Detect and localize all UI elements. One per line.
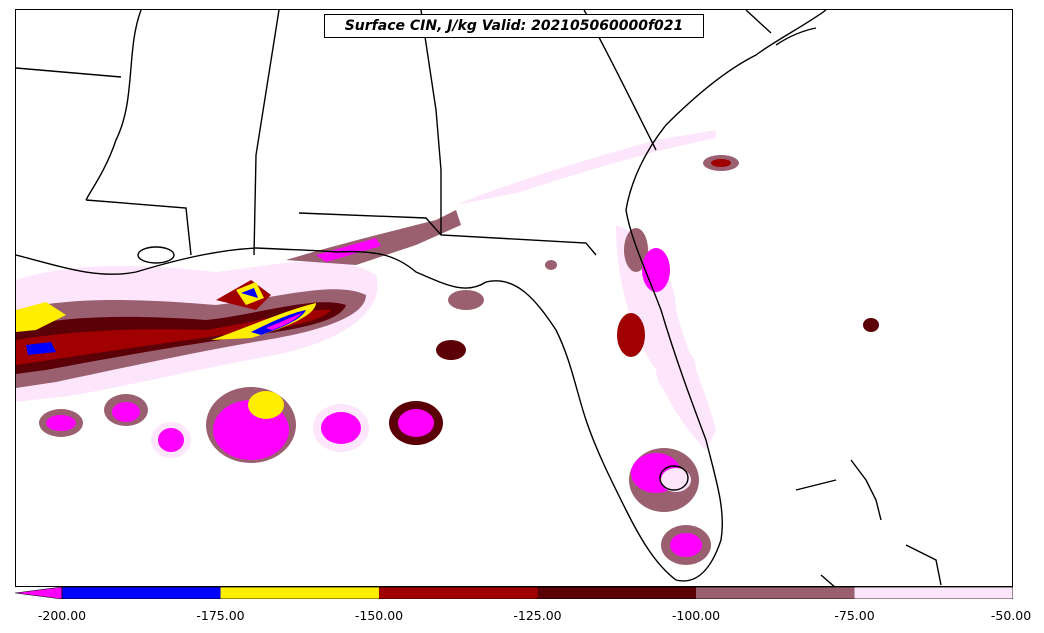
map-frame: [15, 9, 1013, 587]
boundary-ar-la: [16, 67, 122, 78]
cin-cell: [112, 402, 140, 422]
colorbar-segment: [537, 587, 696, 599]
colorbar-segment: [696, 587, 855, 599]
colorbar-tick-label: -175.00: [196, 608, 245, 623]
colorbar-extend-arrow: [15, 587, 63, 599]
colorbar-tick-label: -125.00: [513, 608, 562, 623]
cin-cell: [670, 533, 702, 557]
cin-region-blue: [251, 310, 306, 335]
cin-cell: [46, 415, 76, 431]
cin-cell: [711, 159, 731, 167]
colorbar-segment: [220, 587, 379, 599]
cin-region-coast-magenta: [316, 238, 381, 262]
coastline-atlantic: [775, 27, 817, 46]
cin-region-blue-west2: [241, 288, 258, 298]
colorbar-segment: [379, 587, 538, 599]
boundary-west: [85, 10, 142, 201]
boundary-al-ga: [420, 10, 442, 235]
cin-region-magenta: [266, 313, 302, 330]
map-canvas: [16, 10, 942, 586]
boundary-ms-al: [253, 10, 280, 256]
cin-cell: [642, 248, 670, 292]
cin-cell: [863, 318, 879, 332]
cin-cell: [656, 346, 696, 394]
colorbar-tick-label: -50.00: [990, 608, 1032, 623]
cin-region-coast: [286, 210, 461, 265]
cin-cell: [248, 391, 284, 419]
island-grand-bahama: [795, 479, 837, 491]
cin-cell: [398, 409, 434, 437]
cin-region-yellow-west: [16, 302, 66, 332]
lake-okeechobee: [659, 465, 689, 491]
colorbar-tick-label: -200.00: [37, 608, 87, 623]
cin-cell: [448, 290, 484, 310]
cin-cell: [436, 340, 466, 360]
cin-streak: [456, 130, 716, 205]
colorbar-tick-label: -75.00: [834, 608, 875, 623]
cin-region-florida: [616, 225, 716, 450]
cin-region-blue-west: [26, 342, 56, 355]
colorbar-tick-label: -100.00: [671, 608, 721, 623]
cin-cell: [321, 412, 361, 444]
colorbar-tick-label: -150.00: [354, 608, 404, 623]
colorbar-segment: [854, 587, 1013, 599]
colorbar-outline: [61, 587, 1013, 599]
cin-shading: [16, 130, 879, 565]
island-small: [820, 574, 835, 586]
cin-cell: [158, 428, 184, 452]
colorbar: [15, 587, 1013, 599]
boundary-la-ms: [85, 199, 192, 256]
boundary-nc: [745, 10, 772, 34]
cin-region-red: [16, 309, 331, 365]
coastline-gulf: [16, 10, 827, 582]
cin-cell: [545, 260, 557, 270]
island-bahamas: [850, 459, 882, 521]
colorbar-segment: [62, 587, 221, 599]
island-andros: [905, 544, 942, 586]
cin-cell: [617, 313, 645, 357]
map-title: Surface CIN, J/kg Valid: 202105060000f02…: [324, 14, 704, 38]
boundary-al-fl: [298, 212, 597, 256]
lake-pontchartrain: [137, 246, 175, 264]
cin-region-yellow: [211, 303, 316, 340]
